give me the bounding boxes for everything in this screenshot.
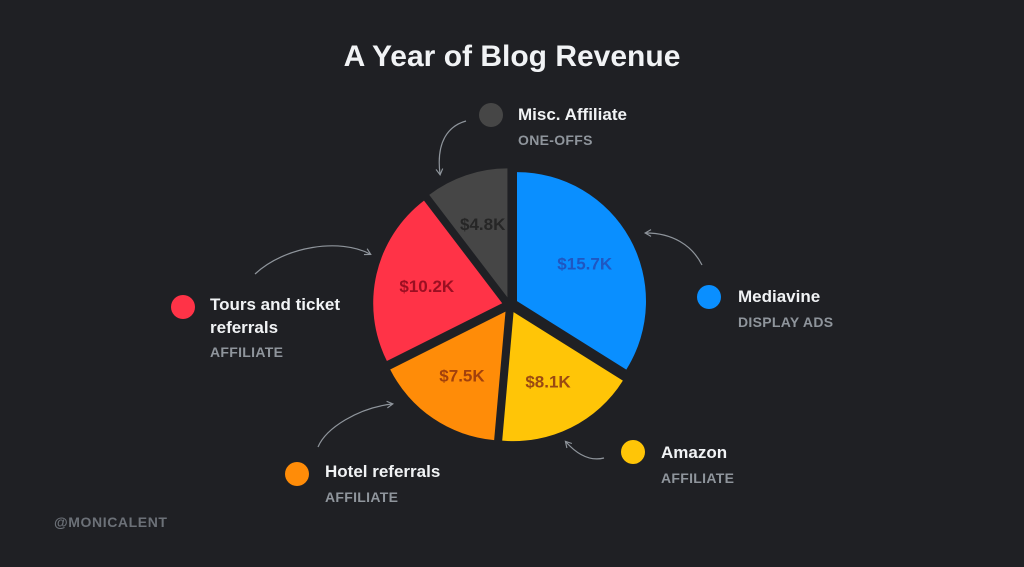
misc-arrow <box>435 120 467 177</box>
chart-title: A Year of Blog Revenue <box>343 40 681 73</box>
amazon-arrow <box>564 440 605 460</box>
pie-label-tours-and-ticket-referrals: $10.2K <box>399 277 455 296</box>
legend-category-tours: AFFILIATE <box>210 344 284 360</box>
legend-dot-hotel <box>285 462 309 486</box>
legend-name-tours-line1: Tours and ticket <box>210 295 341 314</box>
legend-category-misc: ONE-OFFS <box>518 132 593 148</box>
legend-name-tours-line2: referrals <box>210 318 279 337</box>
hotel-arrow <box>317 400 395 448</box>
pie-slice-misc-affiliate <box>429 168 508 298</box>
pie-slice-amazon <box>502 312 623 442</box>
legend-dot-tours <box>171 295 195 319</box>
pie-slice-tours-and-ticket-referrals <box>373 200 503 362</box>
pie-label-mediavine: $15.7K <box>557 255 613 274</box>
legend-dot-amazon <box>621 440 645 464</box>
mediavine-arrow <box>643 229 703 266</box>
pie-label-amazon: $8.1K <box>525 372 571 391</box>
legend-category-hotel: AFFILIATE <box>325 489 399 505</box>
legend-name-hotel: Hotel referrals <box>325 462 441 481</box>
tours-arrow <box>254 245 372 275</box>
legend-name-amazon: Amazon <box>661 443 728 462</box>
legend-category-mediavine: DISPLAY ADS <box>738 314 834 330</box>
author-handle: @MONICALENT <box>54 514 168 530</box>
pie-label-hotel-referrals: $7.5K <box>439 367 485 386</box>
legend-name-misc: Misc. Affiliate <box>518 105 627 124</box>
legend-name-mediavine: Mediavine <box>738 287 821 306</box>
pie-slice-hotel-referrals <box>390 311 506 441</box>
pie-label-misc-affiliate: $4.8K <box>460 215 506 234</box>
legend-category-amazon: AFFILIATE <box>661 470 735 486</box>
legend-dot-misc <box>479 103 503 127</box>
legend-dot-mediavine <box>697 285 721 309</box>
pie-slice-mediavine <box>516 172 646 370</box>
